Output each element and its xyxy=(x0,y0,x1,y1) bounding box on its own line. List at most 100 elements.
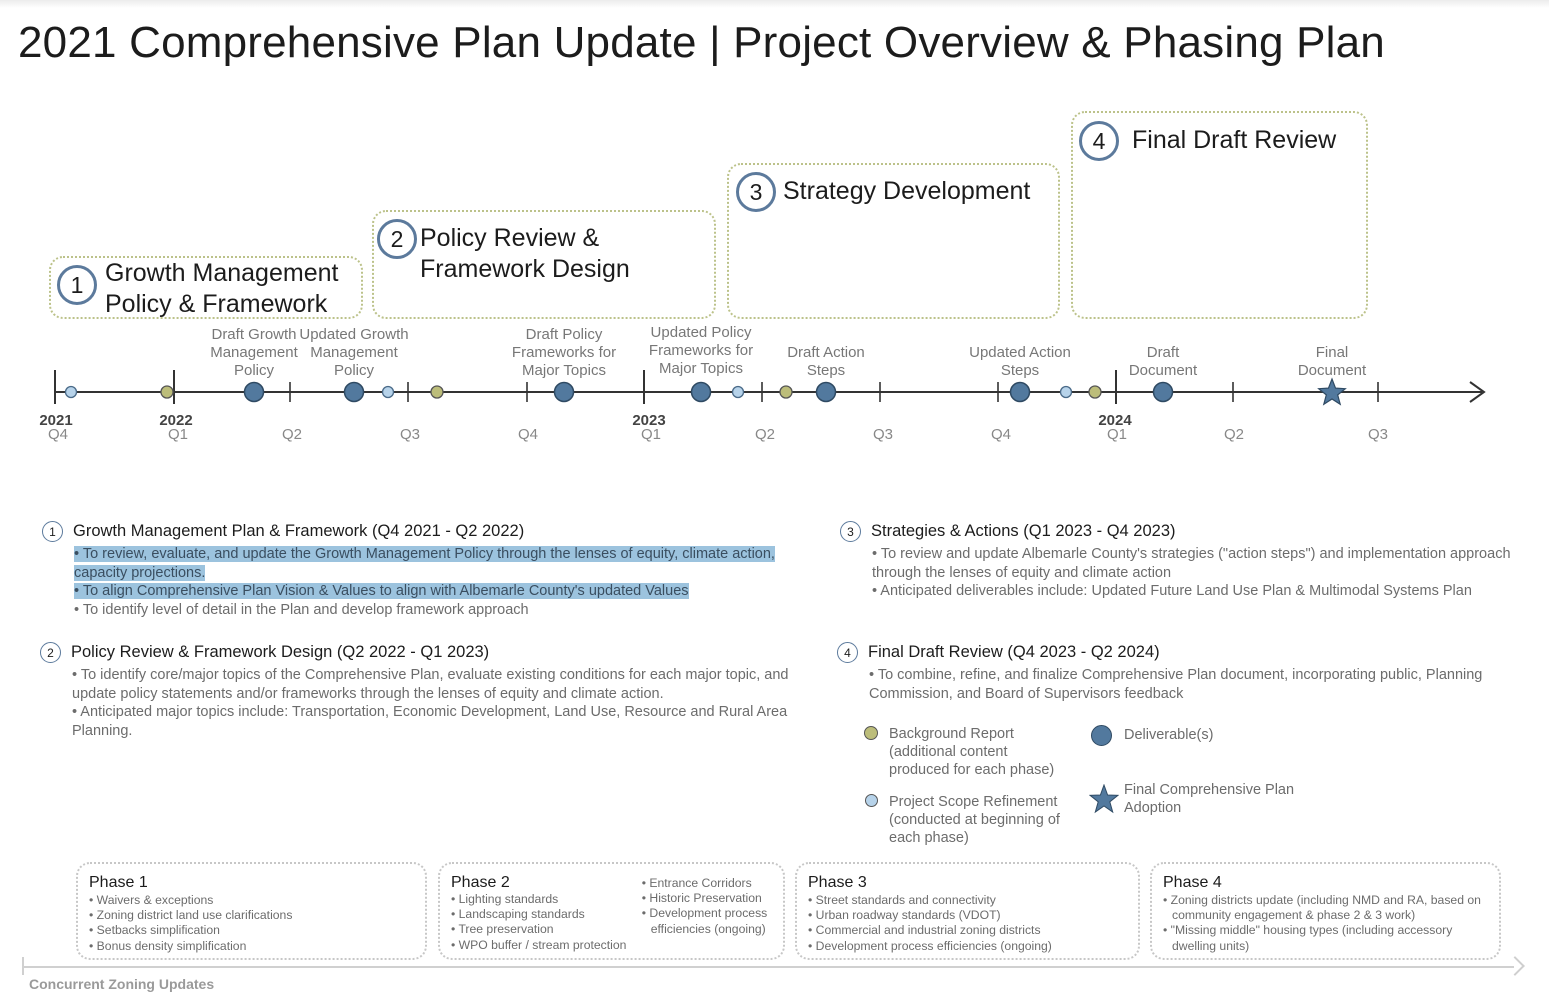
desc-3-heading: Strategies & Actions (Q1 2023 - Q4 2023) xyxy=(871,522,1176,540)
milestone-label: Document xyxy=(1298,362,1367,379)
zoning-arrow-head-icon xyxy=(1505,956,1525,976)
list-item: "Missing middle" housing types (includin… xyxy=(1163,923,1489,953)
phase-4-number-icon: 4 xyxy=(1079,121,1119,161)
milestone-label: Updated Action xyxy=(969,344,1071,361)
list-item: Tree preservation xyxy=(451,922,636,937)
background-report-marker xyxy=(430,385,444,399)
milestone-label: Frameworks for xyxy=(649,342,753,359)
milestone-label: Updated Growth xyxy=(299,326,408,343)
legend-background-label: Background Report (additional content pr… xyxy=(889,726,1055,778)
zoning-phase-1-list: Waivers & exceptions Zoning district lan… xyxy=(89,893,415,954)
legend-scope-dot-icon xyxy=(865,794,878,807)
milestone-label: Steps xyxy=(807,362,845,379)
list-item: Setbacks simplification xyxy=(89,923,415,938)
list-item: Street standards and connectivity xyxy=(808,893,1128,908)
list-item: Zoning district land use clarifications xyxy=(89,908,415,923)
timeline-year-label: 2022 xyxy=(159,412,192,429)
milestone-label: Final xyxy=(1316,344,1349,361)
milestone-label: Draft Policy xyxy=(526,326,603,343)
zoning-phase-4-list: Zoning districts update (including NMD a… xyxy=(1163,893,1489,954)
phase-box-3 xyxy=(727,163,1060,319)
desc-1-bullet-2: • To align Comprehensive Plan Vision & V… xyxy=(74,583,689,599)
milestone-label: Draft Action xyxy=(787,344,865,361)
phase-box-2 xyxy=(372,210,716,319)
legend-background-dot-icon xyxy=(864,726,878,740)
milestone-label: Major Topics xyxy=(522,362,606,379)
top-shade xyxy=(0,0,1549,8)
list-item: Waivers & exceptions xyxy=(89,893,415,908)
milestone-label: Policy xyxy=(334,362,375,379)
timeline-quarter-label: Q3 xyxy=(400,426,420,443)
zoning-phase-3-title: Phase 3 xyxy=(808,874,867,891)
deliverable-marker xyxy=(553,381,575,403)
timeline-quarter-label: Q2 xyxy=(1224,426,1244,443)
desc-2-heading: Policy Review & Framework Design (Q2 202… xyxy=(71,643,490,661)
desc-2-bullet-1: • To identify core/major topics of the C… xyxy=(72,667,789,702)
timeline-arrow-icon xyxy=(1469,381,1486,403)
list-item: Zoning districts update (including NMD a… xyxy=(1163,893,1489,923)
timeline-year-label: 2021 xyxy=(39,412,72,429)
timeline-quarter-label: Q2 xyxy=(755,426,775,443)
list-item: Entrance Corridors xyxy=(642,876,773,891)
list-item: Lighting standards xyxy=(451,892,636,907)
deliverable-marker xyxy=(815,381,837,403)
desc-4-bullet-1: • To combine, refine, and finalize Compr… xyxy=(869,667,1483,702)
desc-1-number-icon: 1 xyxy=(42,521,63,542)
description-phase-4: 4 Final Draft Review (Q4 2023 - Q2 2024) … xyxy=(837,642,1537,703)
scope-refinement-marker xyxy=(1059,385,1073,399)
zoning-phase-3-list: Street standards and connectivity Urban … xyxy=(808,893,1128,954)
final-document-star-icon xyxy=(1317,377,1347,406)
deliverable-marker xyxy=(243,381,265,403)
background-report-marker xyxy=(160,385,174,399)
milestone-label: Updated Policy xyxy=(651,324,752,341)
desc-4-heading: Final Draft Review (Q4 2023 - Q2 2024) xyxy=(868,643,1160,661)
timeline-quarter-label: Q4 xyxy=(991,426,1011,443)
desc-4-number-icon: 4 xyxy=(837,642,858,663)
milestone-label: Management xyxy=(210,344,298,361)
timeline-quarter-label: Q1 xyxy=(1107,426,1127,443)
milestone-label: Steps xyxy=(1001,362,1039,379)
zoning-phase-4-title: Phase 4 xyxy=(1163,874,1222,891)
phase-1-title-line1: Growth Management xyxy=(105,259,339,287)
zoning-phase-4: Phase 4 Zoning districts update (includi… xyxy=(1150,862,1501,960)
description-phase-2: 2 Policy Review & Framework Design (Q2 20… xyxy=(40,642,810,740)
timeline-year-label: 2023 xyxy=(632,412,665,429)
scope-refinement-marker xyxy=(731,385,745,399)
phase-box-4 xyxy=(1071,111,1368,319)
phase-3-title: Strategy Development xyxy=(783,177,1031,205)
zoning-phase-2-title: Phase 2 xyxy=(451,874,510,891)
list-item: Development process efficiencies (ongoin… xyxy=(642,906,773,936)
legend-deliverable-label: Deliverable(s) xyxy=(1124,727,1214,743)
timeline-quarter-label: Q3 xyxy=(1368,426,1388,443)
timeline-quarter-label: Q4 xyxy=(518,426,538,443)
zoning-phase-1: Phase 1 Waivers & exceptions Zoning dist… xyxy=(76,862,427,960)
list-item: Historic Preservation xyxy=(642,891,773,906)
background-report-marker xyxy=(1088,385,1102,399)
legend-final-star-icon xyxy=(1089,784,1119,814)
milestone-label: Management xyxy=(310,344,398,361)
phase-2-number-icon: 2 xyxy=(377,219,417,259)
zoning-phase-2-list-left: Lighting standards Landscaping standards… xyxy=(451,892,636,953)
zoning-phase-1-title: Phase 1 xyxy=(89,874,148,891)
background-report-marker xyxy=(779,385,793,399)
timeline-quarter-label: Q1 xyxy=(168,426,188,443)
deliverable-marker xyxy=(343,381,365,403)
list-item: Landscaping standards xyxy=(451,907,636,922)
zoning-phase-2: Phase 2 Lighting standards Landscaping s… xyxy=(438,862,785,960)
list-item: Urban roadway standards (VDOT) xyxy=(808,908,1128,923)
list-item: Development process efficiencies (ongoin… xyxy=(808,939,1128,954)
list-item: WPO buffer / stream protection xyxy=(451,938,636,953)
timeline-quarter-label: Q1 xyxy=(641,426,661,443)
zoning-arrow-line xyxy=(22,966,1514,968)
zoning-phase-3: Phase 3 Street standards and connectivit… xyxy=(795,862,1140,960)
milestone-label: Frameworks for xyxy=(512,344,616,361)
desc-1-heading: Growth Management Plan & Framework (Q4 2… xyxy=(73,522,525,540)
milestone-label: Draft xyxy=(1147,344,1180,361)
deliverable-marker xyxy=(1009,381,1031,403)
milestone-label: Major Topics xyxy=(659,360,743,377)
zoning-phase-2-list-right: Entrance Corridors Historic Preservation… xyxy=(642,876,773,953)
legend-deliverable-dot-icon xyxy=(1091,725,1112,746)
phase-2-title-line2: Framework Design xyxy=(420,255,630,283)
legend-scope-label: Project Scope Refinement (conducted at b… xyxy=(889,794,1060,846)
